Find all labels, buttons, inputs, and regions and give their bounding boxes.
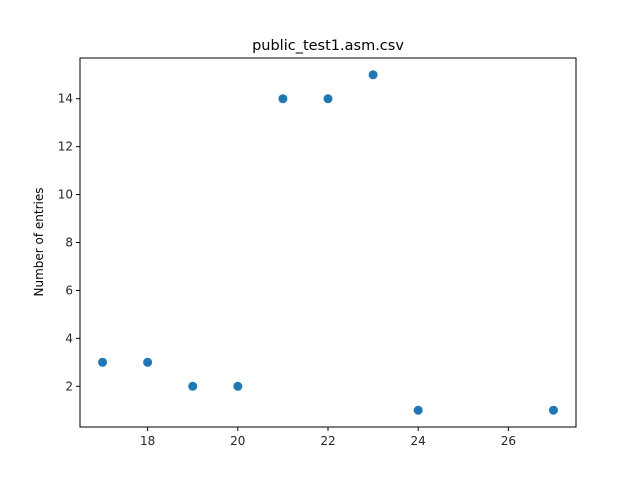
scatter-point [323, 94, 333, 104]
y-tick-label: 14 [58, 92, 73, 106]
scatter-point [278, 94, 288, 104]
y-tick-label: 4 [65, 331, 73, 345]
chart-title: public_test1.asm.csv [252, 38, 404, 54]
x-tick-label: 22 [320, 434, 335, 448]
scatter-point [188, 381, 198, 391]
x-tick-label: 24 [411, 434, 426, 448]
y-tick-label: 12 [58, 140, 73, 154]
y-tick-label: 6 [65, 283, 73, 297]
scatter-point [233, 381, 243, 391]
scatter-point [143, 357, 153, 367]
y-tick-label: 10 [58, 188, 73, 202]
scatter-point [98, 357, 108, 367]
plot-area [98, 70, 558, 415]
y-axis-label: Number of entries [32, 188, 46, 297]
scatter-point [548, 405, 558, 415]
y-tick-label: 2 [65, 379, 73, 393]
y-tick-label: 8 [65, 236, 73, 250]
scatter-point [413, 405, 423, 415]
scatter-point [368, 70, 378, 80]
x-tick-label: 26 [501, 434, 516, 448]
x-tick-label: 20 [230, 434, 245, 448]
axes-frame [79, 57, 577, 428]
x-tick-label: 18 [140, 434, 155, 448]
